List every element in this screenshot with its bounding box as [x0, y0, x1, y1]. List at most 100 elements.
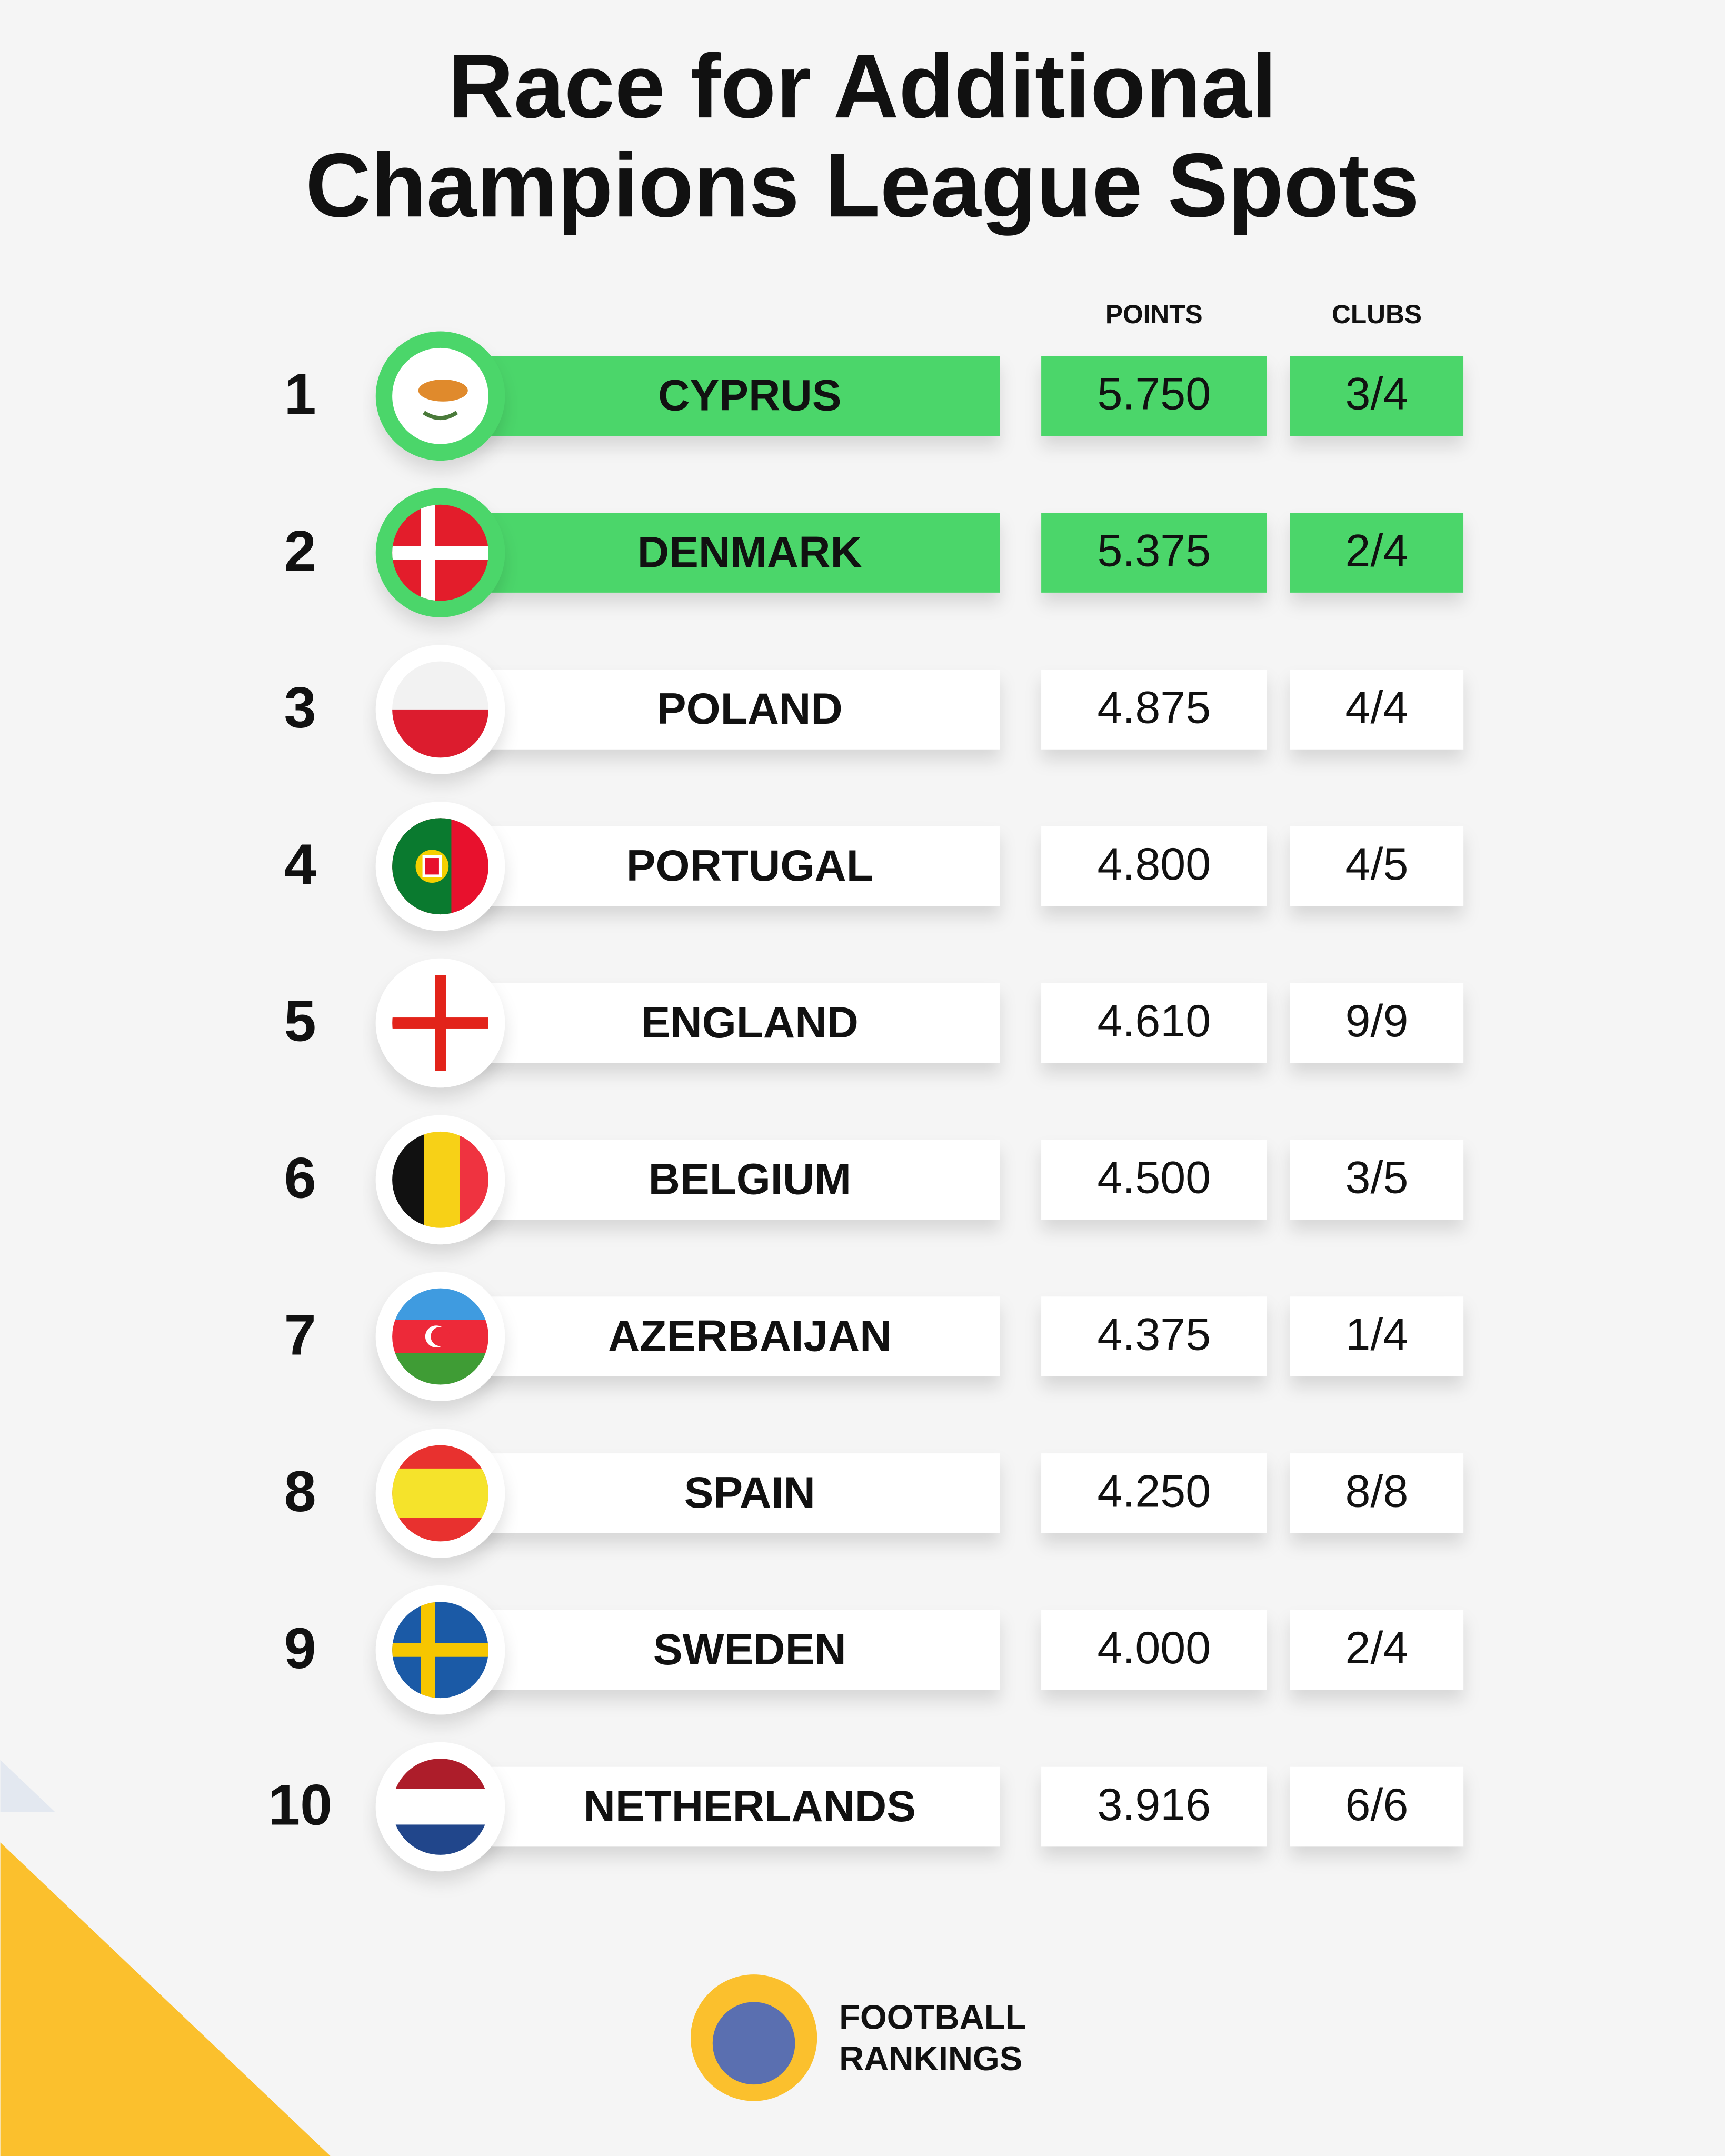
- flag-cross: [392, 1643, 488, 1657]
- name-cell: [461, 1766, 1000, 1847]
- table-row: 4 PORTUGAL 4.800 4/5: [284, 801, 1464, 931]
- flag-emblem: [431, 1326, 450, 1346]
- country: ENGLAND: [641, 997, 859, 1047]
- title-line: Champions League Spots: [305, 134, 1420, 236]
- name-cell: [461, 670, 1000, 750]
- points: 3.916: [1097, 1780, 1211, 1830]
- clubs: 8/8: [1345, 1466, 1409, 1516]
- rank: 2: [284, 519, 316, 583]
- country: DENMARK: [637, 527, 862, 576]
- corner-accent: [0, 1842, 331, 2156]
- flag: [392, 347, 488, 444]
- rank: 7: [284, 1303, 316, 1367]
- flag: [392, 1131, 488, 1228]
- flag: [392, 504, 488, 601]
- points-cell: [1041, 670, 1267, 750]
- name-cell: [461, 1140, 1000, 1220]
- flag-stripe: [424, 1131, 463, 1228]
- table-row: 10 NETHERLANDS 3.916 6/6: [268, 1742, 1464, 1872]
- points-cell: [1041, 1140, 1267, 1220]
- clubs-cell: [1290, 826, 1464, 906]
- logo-text: RANKINGS: [839, 2039, 1022, 2078]
- name-cell: [461, 983, 1000, 1063]
- flag-stripe: [392, 1789, 488, 1826]
- flag-emblem: [422, 855, 442, 877]
- clubs: 3/4: [1345, 369, 1409, 420]
- country: SPAIN: [684, 1468, 815, 1517]
- rank: 10: [268, 1773, 332, 1838]
- flag-emblem: [423, 411, 458, 420]
- clubs-cell: [1290, 1610, 1464, 1690]
- rank: 6: [284, 1146, 316, 1211]
- table-row: 9 SWEDEN 4.000 2/4: [284, 1585, 1464, 1715]
- country: POLAND: [657, 684, 843, 733]
- country: AZERBAIJAN: [608, 1311, 892, 1360]
- name-cell: [461, 1296, 1000, 1376]
- points-cell: [1041, 1766, 1267, 1847]
- points-cell: [1041, 983, 1267, 1063]
- points: 4.250: [1097, 1466, 1211, 1516]
- clubs: 9/9: [1345, 996, 1409, 1046]
- clubs-cell: [1290, 356, 1464, 436]
- clubs: 4/4: [1345, 682, 1409, 733]
- points: 5.375: [1097, 526, 1211, 576]
- clubs-cell: [1290, 1453, 1464, 1533]
- name-cell: [461, 356, 1000, 436]
- points: 4.800: [1097, 839, 1211, 890]
- points: 5.750: [1097, 369, 1211, 420]
- country: NETHERLANDS: [584, 1781, 916, 1831]
- flag-cross: [421, 504, 435, 601]
- clubs-cell: [1290, 1766, 1464, 1847]
- points-cell: [1041, 356, 1267, 436]
- clubs: 6/6: [1345, 1780, 1409, 1830]
- flag-cross: [392, 546, 488, 560]
- clubs-cell: [1290, 983, 1464, 1063]
- clubs: 2/4: [1345, 1623, 1409, 1673]
- clubs-cell: [1290, 1296, 1464, 1376]
- table-row: 8 SPAIN 4.250 8/8: [284, 1429, 1464, 1558]
- clubs: 1/4: [1345, 1309, 1409, 1360]
- clubs-cell: [1290, 513, 1464, 593]
- flag: [392, 1602, 488, 1699]
- clubs-cell: [1290, 1140, 1464, 1220]
- rows: 1 CYPRUS 5.750 3/4 2 DENMARK 5.375 2/4 3 POLAND 4.…: [268, 331, 1464, 1872]
- clubs: 2/4: [1345, 526, 1409, 576]
- flag-cross: [435, 975, 446, 1071]
- points-cell: [1041, 1453, 1267, 1533]
- table-row: 7 AZERBAIJAN 4.375 1/4: [284, 1272, 1464, 1401]
- points-cell: [1041, 513, 1267, 593]
- clubs: 3/5: [1345, 1153, 1409, 1203]
- logo-text: FOOTBALL: [839, 1998, 1026, 2037]
- points-cell: [1041, 1296, 1267, 1376]
- table-row: 2 DENMARK 5.375 2/4: [284, 488, 1464, 617]
- country: CYPRUS: [658, 371, 841, 420]
- clubs-cell: [1290, 670, 1464, 750]
- name-cell: [461, 513, 1000, 593]
- column-header: POINTS: [1105, 300, 1203, 329]
- name-cell: [461, 1453, 1000, 1533]
- rank: 4: [284, 833, 316, 897]
- clubs: 4/5: [1345, 839, 1409, 890]
- rank: 9: [284, 1616, 316, 1681]
- table-row: 5 ENGLAND 4.610 9/9: [284, 958, 1464, 1088]
- points: 4.000: [1097, 1623, 1211, 1673]
- corner-stripe: [0, 1760, 56, 1812]
- points: 4.875: [1097, 682, 1211, 733]
- name-cell: [461, 826, 1000, 906]
- flag-stripe: [392, 1468, 488, 1518]
- rank: 5: [284, 990, 316, 1054]
- table-row: 3 POLAND 4.875 4/4: [284, 645, 1464, 774]
- logo-ball: [712, 2002, 795, 2085]
- table-row: 1 CYPRUS 5.750 3/4: [284, 331, 1464, 461]
- points-cell: [1041, 826, 1267, 906]
- title-line: Race for Additional: [448, 35, 1277, 137]
- flag: [392, 975, 488, 1071]
- country: PORTUGAL: [626, 841, 873, 890]
- name-cell: [461, 1610, 1000, 1690]
- points: 4.610: [1097, 996, 1211, 1046]
- points: 4.500: [1097, 1153, 1211, 1203]
- points: 4.375: [1097, 1309, 1211, 1360]
- country: SWEDEN: [653, 1624, 846, 1674]
- country: BELGIUM: [649, 1154, 851, 1204]
